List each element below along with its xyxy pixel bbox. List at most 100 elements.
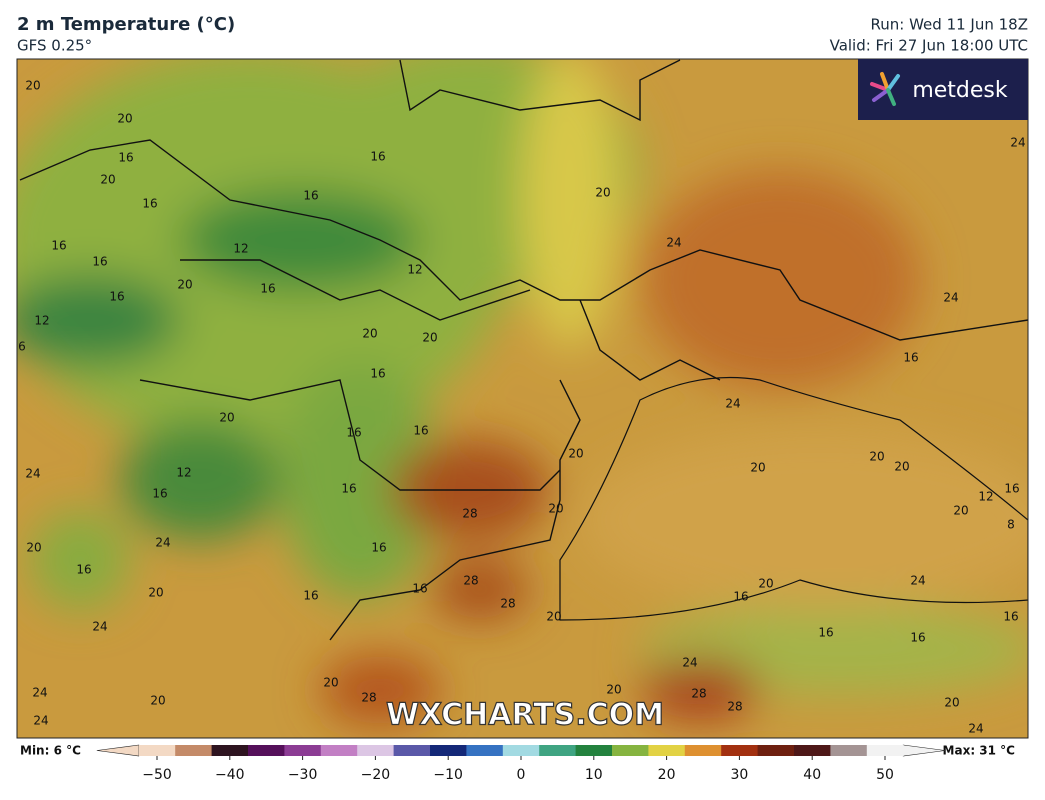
contour-label: 12 [978, 490, 993, 504]
contour-label: 16 [303, 589, 318, 603]
colorbar-segment [430, 745, 467, 756]
contour-label: 6 [18, 340, 26, 354]
colorbar-segment [393, 745, 431, 756]
contour-label: 20 [148, 586, 163, 600]
contour-label: 28 [691, 687, 706, 701]
contour-label: 24 [682, 656, 697, 670]
contour-label: 16 [818, 626, 833, 640]
colorbar-segment [284, 745, 322, 756]
title: 2 m Temperature (°C) [17, 14, 235, 35]
contour-label: 20 [25, 79, 40, 93]
contour-label: 16 [152, 487, 167, 501]
colorbar-segment [539, 745, 577, 756]
run-time: Run: Wed 11 Jun 18Z [871, 16, 1028, 34]
contour-label: 20 [177, 278, 192, 292]
contour-label: 20 [568, 447, 583, 461]
contour-label: 16 [92, 255, 107, 269]
colorbar-tick-label: 0 [517, 767, 526, 783]
contour-label: 28 [463, 574, 478, 588]
colorbar-segment [248, 745, 285, 756]
contour-label: 16 [260, 282, 275, 296]
contour-label: 16 [109, 290, 124, 304]
contour-label: 28 [727, 700, 742, 714]
contour-label: 16 [370, 367, 385, 381]
contour-label: 20 [117, 112, 132, 126]
contour-label: 16 [1003, 610, 1018, 624]
contour-label: 24 [92, 620, 107, 634]
contour-label: 16 [341, 482, 356, 496]
contour-label: 24 [910, 574, 925, 588]
contour-label: 20 [894, 460, 909, 474]
colorbar-tick-label: −10 [433, 767, 463, 783]
contour-label: 24 [32, 686, 47, 700]
contour-label: 16 [412, 582, 427, 596]
contour-label: 16 [76, 563, 91, 577]
contour-label: 20 [944, 696, 959, 710]
colorbar-tick-label: −40 [215, 767, 245, 783]
contour-label: 12 [34, 314, 49, 328]
contour-label: 28 [361, 691, 376, 705]
contour-label: 16 [303, 189, 318, 203]
contour-label: 20 [422, 331, 437, 345]
colorbar-segment [575, 745, 613, 756]
contour-label: 24 [725, 397, 740, 411]
contour-label: 24 [943, 291, 958, 305]
max-label: Max: 31 °C [943, 744, 1016, 758]
contour-label: 8 [1007, 518, 1015, 532]
colorbar-tick-label: 30 [730, 767, 748, 783]
contour-label: 24 [968, 722, 983, 736]
contour-label: 16 [1004, 482, 1019, 496]
colorbar-tick-label: 10 [585, 767, 603, 783]
contour-label: 24 [25, 467, 40, 481]
colorbar-segment [138, 745, 176, 756]
contour-label: 20 [323, 676, 338, 690]
colorbar-segment [830, 745, 868, 756]
contour-label: 16 [413, 424, 428, 438]
contour-label: 16 [370, 150, 385, 164]
colorbar-segment [757, 745, 795, 756]
colorbar-segment [502, 745, 540, 756]
logo-icon [870, 72, 900, 106]
colorbar-segment [211, 745, 249, 756]
colorbar-segment [721, 745, 759, 756]
logo-text: metdesk [912, 78, 1008, 103]
contour-label: 24 [33, 714, 48, 728]
colorbar-tick-label: 50 [876, 767, 894, 783]
contour-label: 24 [1010, 136, 1025, 150]
valid-time: Valid: Fri 27 Jun 18:00 UTC [830, 37, 1028, 55]
contour-label: 20 [750, 461, 765, 475]
colorbar-segment [612, 745, 649, 756]
contour-label: 20 [869, 450, 884, 464]
contour-label: 16 [371, 541, 386, 555]
min-label: Min: 6 °C [20, 744, 81, 758]
contour-label: 12 [233, 242, 248, 256]
colorbar-tick-label: −50 [142, 767, 172, 783]
colorbar-segment [466, 745, 504, 756]
contour-label: 24 [155, 536, 170, 550]
contour-label: 20 [26, 541, 41, 555]
subtitle: GFS 0.25° [17, 37, 92, 55]
colorbar-tick-label: −30 [288, 767, 318, 783]
contour-label: 20 [595, 186, 610, 200]
contour-label: 20 [953, 504, 968, 518]
contour-label: 16 [733, 590, 748, 604]
colorbar-extend-high [902, 744, 946, 757]
watermark: WXCHARTS.COM [386, 698, 664, 733]
colorbar-segment [175, 745, 213, 756]
contour-label: 20 [219, 411, 234, 425]
contour-label: 12 [176, 466, 191, 480]
contour-label: 24 [666, 236, 681, 250]
contour-label: 20 [150, 694, 165, 708]
contour-label: 20 [362, 327, 377, 341]
contour-label: 20 [100, 173, 115, 187]
colorbar-segment [320, 745, 358, 756]
contour-label: 20 [758, 577, 773, 591]
contour-label: 16 [910, 631, 925, 645]
contour-label: 28 [500, 597, 515, 611]
contour-label: 20 [548, 502, 563, 516]
contour-label: 28 [462, 507, 477, 521]
contour-label: 16 [118, 151, 133, 165]
contour-label: 20 [606, 683, 621, 697]
